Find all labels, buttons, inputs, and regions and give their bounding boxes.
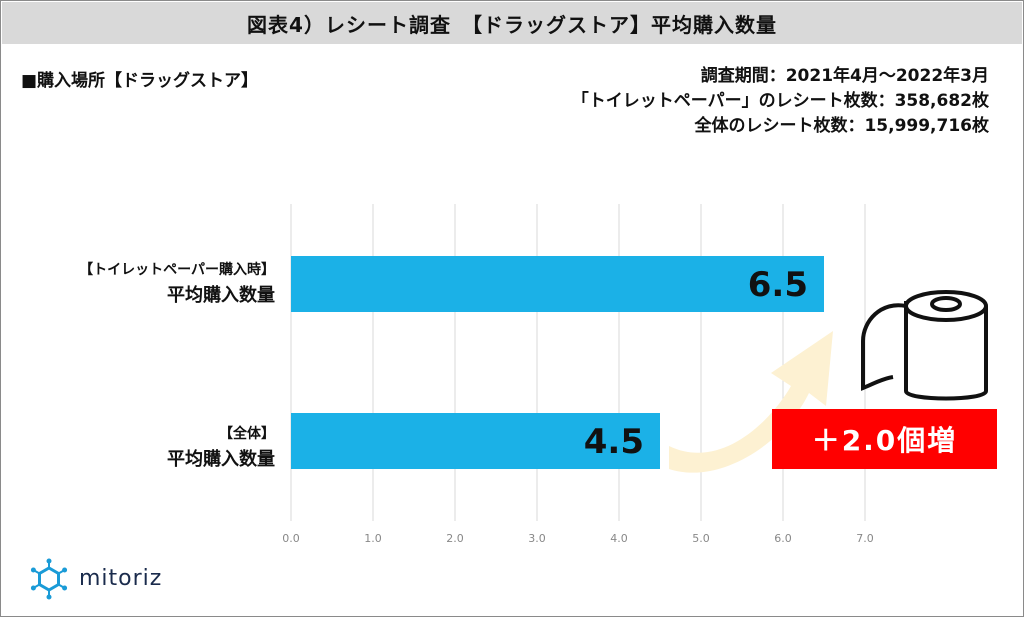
x-tick-label: 1.0 [364,532,382,545]
bar-data-label: 6.5 [748,265,808,305]
category-label-line2: 平均購入数量 [167,285,275,306]
x-tick-label: 2.0 [446,532,464,545]
bar [291,256,824,312]
survey-period: 調査期間：2021年4月～2022年3月 [700,66,989,86]
bar [291,413,660,469]
x-tick-label: 5.0 [692,532,710,545]
x-tick-label: 6.0 [774,532,792,545]
x-tick-label: 0.0 [282,532,300,545]
total-receipt-count: 全体のレシート枚数：15,999,716枚 [694,116,989,136]
mitoriz-logo-icon [30,558,68,600]
increase-arrow [669,331,833,473]
x-tick-label: 7.0 [856,532,874,545]
category-label-overall: 【全体】 平均購入数量 [167,423,275,471]
category-label-line2: 平均購入数量 [167,449,275,470]
x-tick-label: 4.0 [610,532,628,545]
purchase-location-label: ■購入場所【ドラッグストア】 [21,71,259,91]
category-label-toilet-paper: 【トイレットペーパー購入時】 平均購入数量 [79,259,275,307]
category-label-line1: 【全体】 [219,426,275,442]
increase-badge: ＋2.0個増 [772,409,997,469]
mitoriz-logo-text: mitoriz [79,566,163,591]
toilet-paper-receipt-count: 「トイレットペーパー」のレシート枚数：358,682枚 [571,91,989,111]
bar-data-label: 4.5 [584,422,644,462]
x-tick-label: 3.0 [528,532,546,545]
chart-title: 図表4）レシート調査 【ドラッグストア】平均購入数量 [2,2,1022,44]
category-label-line1: 【トイレットペーパー購入時】 [79,262,275,278]
toilet-paper-icon [861,290,988,401]
